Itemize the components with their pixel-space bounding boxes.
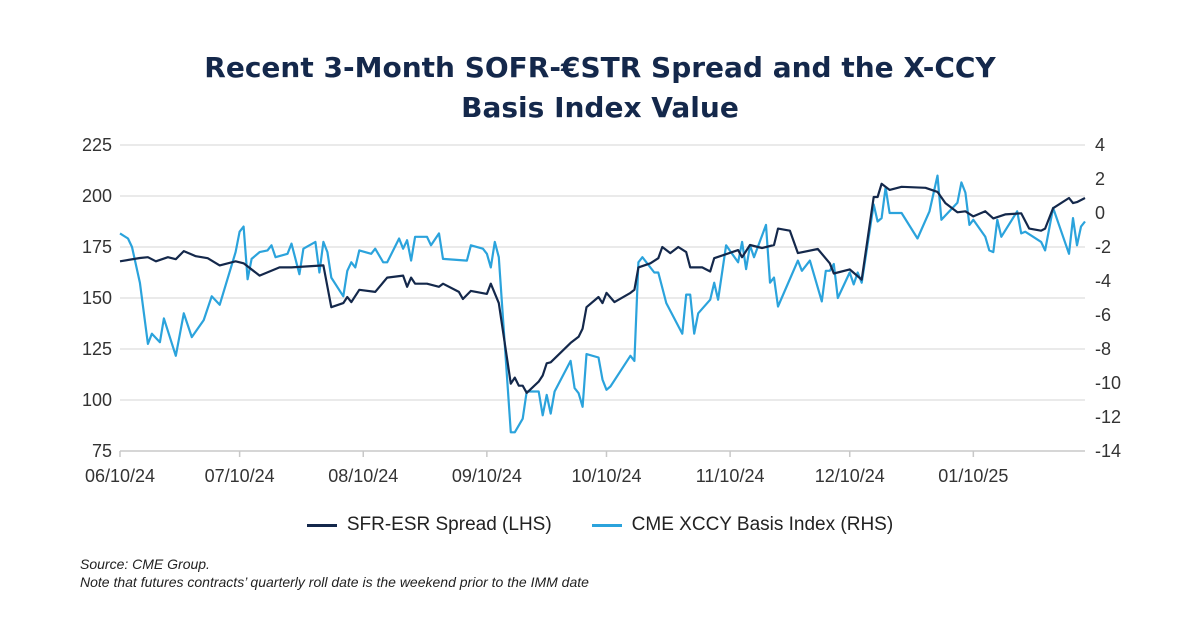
y-right-tick-label: -10 (1095, 373, 1121, 393)
x-tick-label: 06/10/24 (85, 466, 155, 486)
source-notes: Source: CME Group. Note that futures con… (80, 555, 589, 591)
source-note: Source: CME Group. (80, 556, 210, 572)
y-left-tick-label: 150 (82, 288, 112, 308)
y-right-tick-label: 2 (1095, 169, 1105, 189)
x-tick-label: 11/10/24 (696, 466, 765, 486)
y-left-tick-label: 200 (82, 186, 112, 206)
y-right-tick-label: -12 (1095, 407, 1121, 427)
legend-swatch-xccy (591, 523, 622, 527)
y-right-tick-label: -14 (1095, 441, 1121, 461)
legend-label-sfr-esr: SFR-ESR Spread (LHS) (346, 514, 552, 535)
legend-label-xccy: CME XCCY Basis Index (RHS) (631, 514, 894, 535)
chart-title: Recent 3-Month SOFR-€STR Spread and the … (0, 48, 1200, 128)
legend-swatch-sfr-esr (306, 523, 337, 527)
y-left-tick-label: 100 (82, 390, 112, 410)
chart-title-line-2: Basis Index Value (461, 91, 739, 124)
series-line-sfr-esr-spread (119, 182, 1086, 394)
y-right-tick-label: -4 (1095, 271, 1111, 291)
chart-title-line-1: Recent 3-Month SOFR-€STR Spread and the … (204, 51, 996, 84)
x-tick-label: 10/10/24 (571, 466, 641, 486)
x-tick-label: 07/10/24 (205, 466, 275, 486)
x-tick-label: 09/10/24 (452, 466, 522, 486)
y-left-tick-label: 225 (82, 135, 112, 155)
series-line-xccy-basis-index (119, 174, 1086, 434)
legend: SFR-ESR Spread (LHS) CME XCCY Basis Inde… (0, 514, 1200, 536)
legend-item-xccy: CME XCCY Basis Index (RHS) (591, 514, 894, 536)
x-tick-label: 01/10/25 (938, 466, 1008, 486)
y-left-tick-label: 125 (82, 339, 112, 359)
x-tick-label: 08/10/24 (328, 466, 398, 486)
legend-item-sfr-esr: SFR-ESR Spread (LHS) (306, 514, 552, 536)
y-right-tick-label: -8 (1095, 339, 1111, 359)
y-right-tick-label: -6 (1095, 305, 1111, 325)
y-right-tick-label: -2 (1095, 237, 1111, 257)
y-left-tick-label: 175 (82, 237, 112, 257)
x-tick-label: 12/10/24 (815, 466, 885, 486)
y-right-tick-label: 0 (1095, 203, 1105, 223)
y-left-tick-label: 75 (92, 441, 112, 461)
y-right-tick-label: 4 (1095, 135, 1105, 155)
roll-date-note: Note that futures contracts’ quarterly r… (80, 574, 589, 590)
